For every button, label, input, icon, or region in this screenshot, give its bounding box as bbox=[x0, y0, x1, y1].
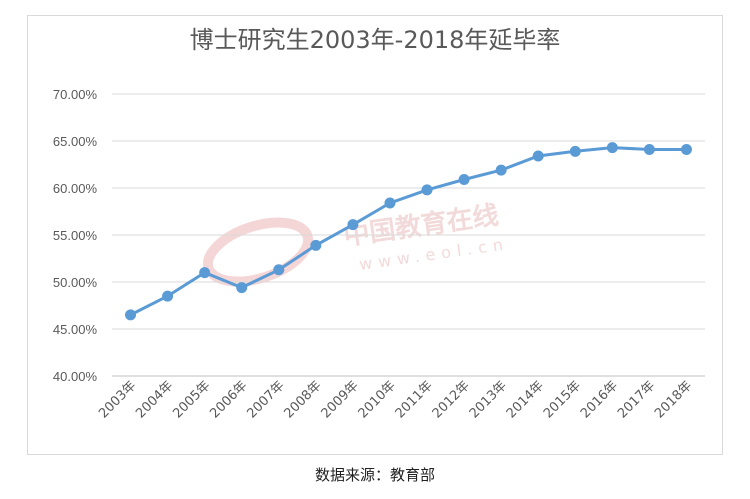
y-tick-label: 60.00% bbox=[53, 181, 98, 196]
x-tick-label: 2006年 bbox=[207, 378, 250, 421]
x-tick-label: 2015年 bbox=[541, 378, 584, 421]
y-tick-label: 40.00% bbox=[53, 369, 98, 384]
x-tick-label: 2018年 bbox=[652, 378, 695, 421]
x-tick-label: 2003年 bbox=[96, 378, 139, 421]
y-tick-label: 50.00% bbox=[53, 275, 98, 290]
x-tick-label: 2013年 bbox=[467, 378, 510, 421]
data-point bbox=[310, 239, 322, 251]
data-point bbox=[125, 309, 137, 321]
y-tick-label: 70.00% bbox=[53, 87, 98, 102]
x-tick-label: 2014年 bbox=[504, 378, 547, 421]
y-tick-label: 65.00% bbox=[53, 134, 98, 149]
data-point bbox=[162, 290, 174, 302]
series-line bbox=[129, 146, 687, 317]
data-point bbox=[273, 264, 285, 276]
y-tick-label: 55.00% bbox=[53, 228, 98, 243]
data-point bbox=[569, 145, 581, 157]
x-tick-label: 2004年 bbox=[133, 378, 176, 421]
data-point bbox=[199, 267, 211, 279]
x-tick-label: 2009年 bbox=[319, 378, 362, 421]
x-tick-label: 2012年 bbox=[430, 378, 473, 421]
x-tick-label: 2005年 bbox=[170, 378, 213, 421]
y-tick-label: 45.00% bbox=[53, 322, 98, 337]
data-point bbox=[347, 219, 359, 231]
data-point bbox=[421, 184, 433, 196]
data-point bbox=[680, 143, 692, 155]
data-point bbox=[532, 150, 544, 162]
data-point bbox=[458, 174, 470, 186]
chart-title: 博士研究生2003年-2018年延毕率 bbox=[189, 26, 561, 54]
data-point bbox=[384, 197, 396, 209]
x-tick-label: 2017年 bbox=[615, 378, 658, 421]
data-point bbox=[495, 164, 507, 176]
data-point bbox=[606, 142, 618, 154]
x-tick-label: 2011年 bbox=[393, 378, 436, 421]
data-point bbox=[236, 282, 248, 294]
x-tick-label: 2007年 bbox=[244, 378, 287, 421]
x-tick-label: 2008年 bbox=[281, 378, 324, 421]
watermark-logo: 中国教育在线 www.eol.cn bbox=[202, 200, 510, 287]
x-tick-label: 2010年 bbox=[356, 378, 399, 421]
x-tick-label: 2016年 bbox=[578, 378, 621, 421]
data-point bbox=[643, 143, 655, 155]
data-source-note: 数据来源：教育部 bbox=[314, 466, 435, 484]
